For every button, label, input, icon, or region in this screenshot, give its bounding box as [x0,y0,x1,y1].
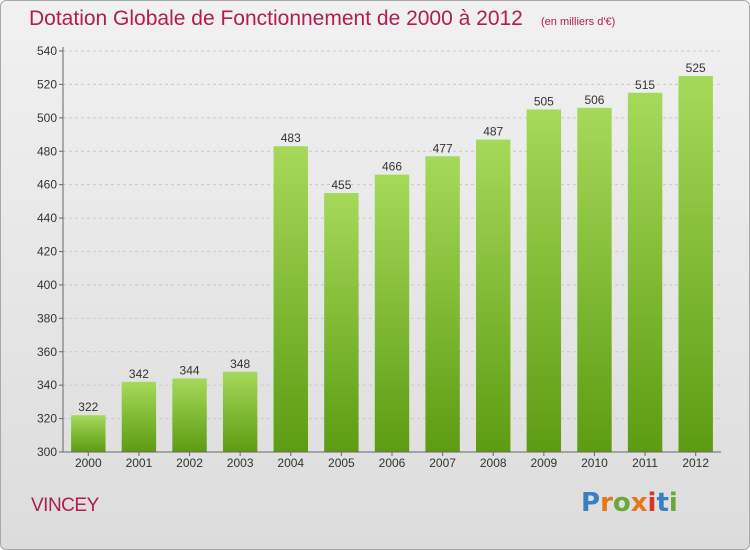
x-tick-label: 2009 [530,456,557,470]
bar-value-label: 342 [129,367,149,381]
bar-value-label: 506 [584,93,604,107]
bar-value-label: 455 [331,178,351,192]
bar-value-label: 322 [78,400,98,414]
x-tick-label: 2000 [75,456,102,470]
bar-2008 [476,139,511,452]
logo-letter: i [647,488,657,518]
bar-2010 [577,107,612,452]
bar-value-label: 477 [433,141,453,155]
bar-value-label: 525 [686,61,706,75]
x-tick-label: 2011 [632,456,658,470]
x-tick-label: 2002 [176,456,203,470]
bar-value-label: 505 [534,94,554,108]
x-tick-label: 2005 [328,456,355,470]
x-tick-label: 2003 [227,456,254,470]
logo-letter: o [612,488,631,518]
y-tick-label: 300 [37,445,57,459]
bar-2001 [121,381,157,452]
x-tick-label: 2001 [126,456,153,470]
y-tick-label: 480 [37,144,57,158]
bar-value-label: 483 [281,131,301,145]
x-tick-label: 2007 [429,456,456,470]
logo-letter: x [630,488,648,518]
x-tick-label: 2010 [581,456,608,470]
bar-2000 [71,415,106,452]
bar-2007 [425,156,460,452]
chart-subtitle: (en milliers d'€) [541,16,616,28]
bar-value-label: 344 [180,363,200,377]
bar-value-label: 487 [483,125,503,139]
bar-2006 [374,174,410,452]
bar-2011 [627,92,663,452]
logo-letter: t [656,488,669,518]
commune-name: VINCEY [31,495,99,516]
logo-letter: i [668,488,678,518]
x-tick-label: 2012 [682,456,709,470]
bar-2009 [526,109,562,453]
y-tick-label: 380 [37,311,57,325]
bar-value-labels: 322 342 344 348 483 455 466 477 487 505 506 515 525 [78,61,706,414]
bar-value-label: 466 [382,160,402,174]
logo-letter: P [581,488,601,518]
y-tick-label: 440 [37,211,57,225]
bar-2003 [222,371,258,452]
y-tick-label: 340 [37,378,57,392]
y-tick-label: 420 [37,245,57,259]
x-tick-label: 2004 [277,456,304,470]
x-tick-label: 2008 [480,456,507,470]
y-tick-label: 540 [37,44,57,58]
bar-2002 [172,378,207,452]
y-tick-label: 400 [37,278,57,292]
bar-2005 [324,193,359,453]
y-tick-label: 360 [37,345,57,359]
x-tick-label: 2006 [379,456,406,470]
bar-value-label: 348 [230,357,250,371]
bar-2012 [678,76,713,452]
bars [71,76,713,453]
axes: 300 320 340 360 380 400 420 440 460 480 500 520 540 2… [37,44,721,470]
y-tick-label: 520 [37,77,57,91]
y-tick-label: 460 [37,178,57,192]
bar-value-label: 515 [635,78,655,92]
chart-title: Dotation Globale de Fonctionnement de 20… [29,7,523,30]
y-tick-label: 320 [37,412,57,426]
y-tick-label: 500 [37,111,57,125]
logo-letter: r [600,488,613,518]
proxiti-logo[interactable]: Proxiti [581,488,678,518]
bar-2004 [273,146,308,453]
